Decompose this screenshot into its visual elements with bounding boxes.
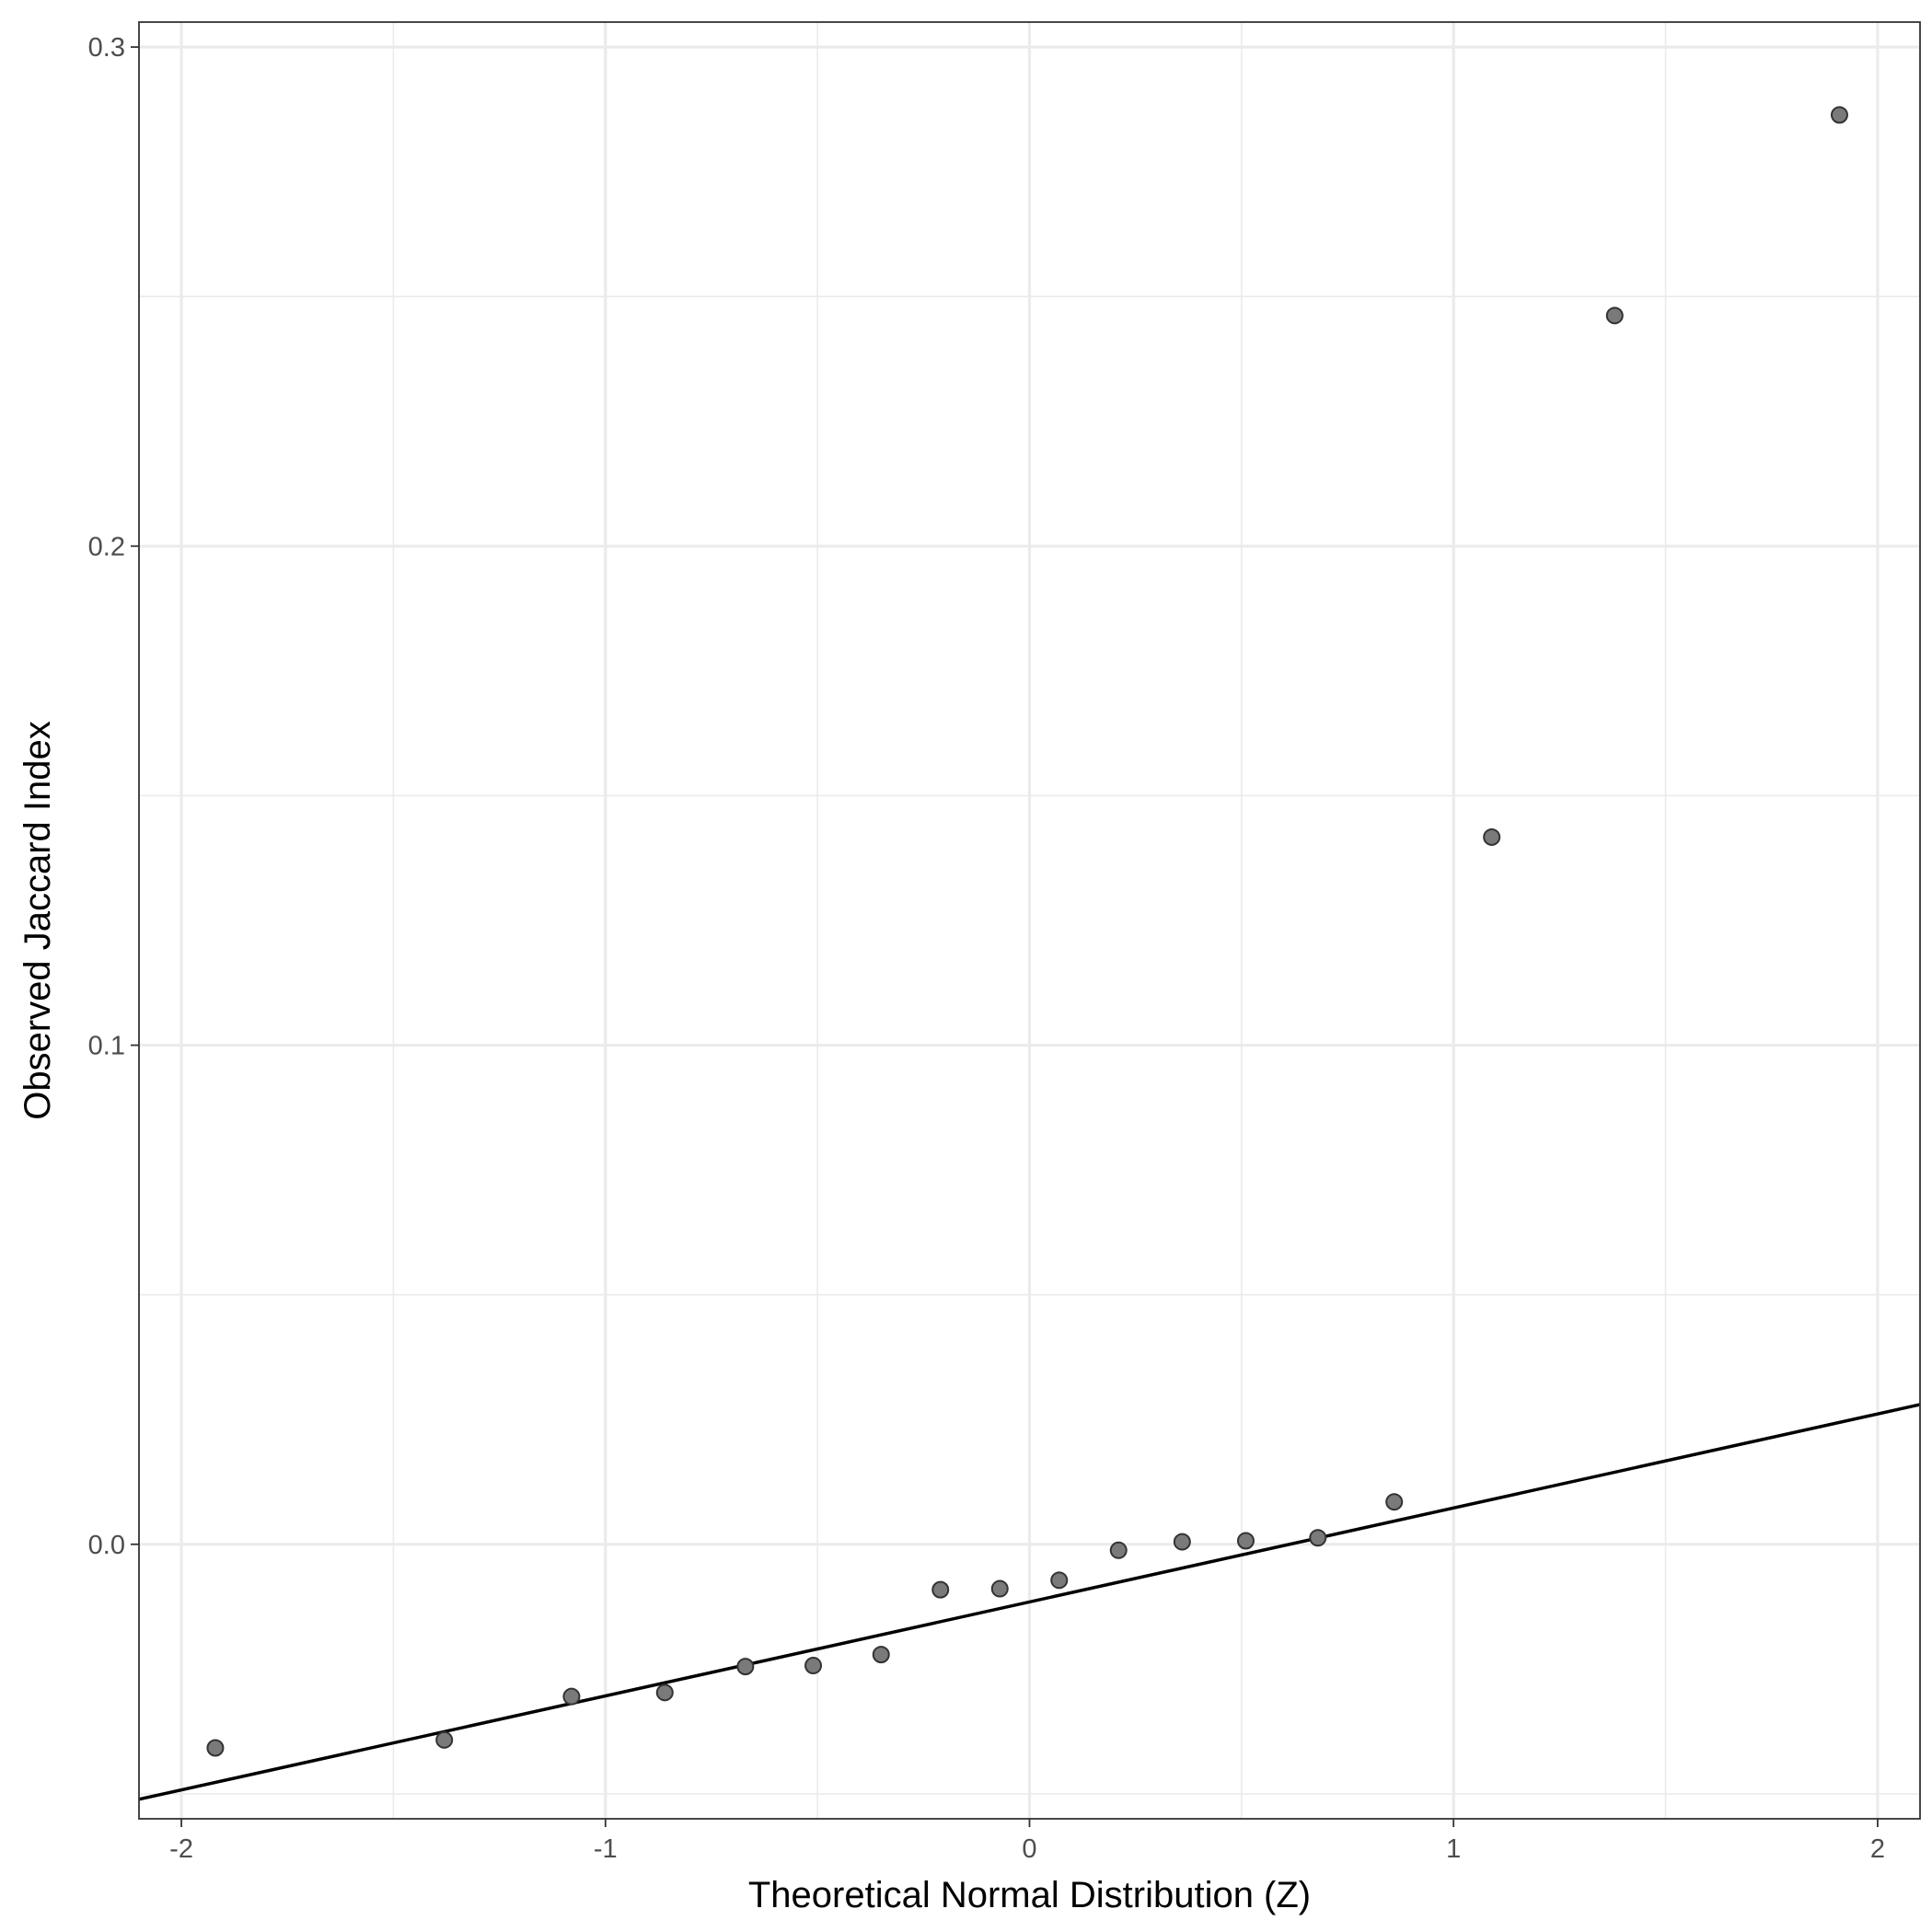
data-point (1309, 1529, 1327, 1547)
x-tick-label: 2 (1870, 1834, 1885, 1864)
reference-line (138, 1403, 1921, 1801)
data-point (1605, 307, 1624, 325)
data-point (872, 1646, 890, 1664)
data-point (655, 1683, 674, 1702)
y-tick-label: 0.0 (88, 1531, 125, 1560)
x-axis-title: Theoretical Normal Distribution (Z) (748, 1875, 1311, 1915)
grid-major (139, 22, 1920, 1819)
data-point (1050, 1571, 1069, 1590)
points-layer (206, 106, 1848, 1757)
data-point (736, 1658, 755, 1676)
x-axis: -2 -1 0 1 2 (169, 1819, 1885, 1864)
data-point (1830, 106, 1848, 124)
data-point (1109, 1541, 1128, 1559)
y-tick-label: 0.1 (88, 1032, 125, 1061)
x-tick-label: -2 (169, 1834, 193, 1864)
data-point (1483, 827, 1501, 846)
reference-line-layer (138, 1403, 1921, 1801)
data-point (1173, 1533, 1191, 1551)
x-tick-label: -1 (594, 1834, 618, 1864)
y-axis: 0.0 0.1 0.2 0.3 (88, 33, 139, 1560)
data-point (1236, 1532, 1255, 1550)
data-point (804, 1657, 823, 1675)
y-tick-label: 0.3 (88, 33, 125, 63)
x-tick-label: 0 (1022, 1834, 1036, 1864)
y-axis-title: Observed Jaccard Index (17, 721, 58, 1120)
data-point (1385, 1493, 1404, 1511)
data-point (562, 1687, 581, 1706)
y-tick-label: 0.2 (88, 532, 125, 561)
data-point (931, 1580, 950, 1599)
data-point (435, 1730, 454, 1749)
x-tick-label: 1 (1446, 1834, 1461, 1864)
data-point (206, 1739, 225, 1757)
data-point (990, 1579, 1009, 1598)
